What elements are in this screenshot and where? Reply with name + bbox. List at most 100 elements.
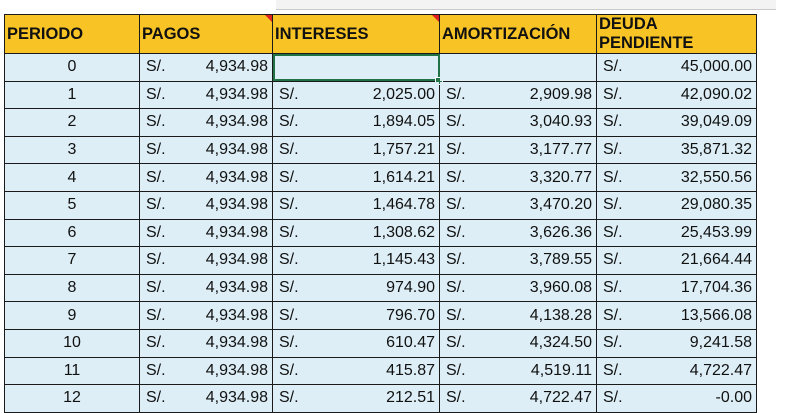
cell-amortizacion[interactable]: S/. 3,789.55: [439, 246, 597, 275]
currency-symbol: S/.: [279, 251, 299, 269]
cell-periodo[interactable]: 4: [4, 163, 140, 192]
cell-intereses[interactable]: S/. 610.47: [272, 328, 440, 358]
cell-intereses[interactable]: S/. 1,894.05: [272, 108, 440, 137]
currency-symbol: S/.: [146, 223, 166, 241]
cell-pagos[interactable]: S/. 4,934.98: [139, 328, 273, 358]
cell-intereses[interactable]: S/. 974.90: [272, 273, 440, 303]
cell-deuda[interactable]: S/. 17,704.36: [596, 273, 757, 303]
cell-pagos[interactable]: S/. 4,934.98: [139, 108, 273, 137]
cell-periodo[interactable]: 8: [4, 273, 140, 303]
amount-value: 42,090.02: [680, 85, 752, 103]
cell-amortizacion[interactable]: S/. 4,722.47: [439, 384, 597, 413]
cell-deuda[interactable]: S/. 35,871.32: [596, 135, 757, 165]
cell-periodo[interactable]: 11: [4, 356, 140, 386]
table-row: 0 S/. 4,934.98 S/. 45,000.00: [4, 53, 757, 85]
cell-amortizacion[interactable]: S/. 3,320.77: [439, 163, 597, 192]
amount-value: 4,934.98: [205, 58, 268, 76]
cell-pagos[interactable]: S/. 4,934.98: [139, 356, 273, 386]
amount-value: 796.70: [386, 306, 435, 324]
cell-amortizacion[interactable]: S/. 3,470.20: [439, 190, 597, 220]
cell-intereses[interactable]: S/. 1,614.21: [272, 163, 440, 192]
amount-value: 610.47: [386, 334, 435, 352]
cell-amortizacion[interactable]: S/. 4,519.11: [439, 356, 597, 386]
cell-deuda[interactable]: S/. -0.00: [596, 384, 757, 413]
selected-cell[interactable]: [272, 53, 443, 85]
table-row: 1 S/. 4,934.98 S/. 2,025.00 S/. 2,909.98 S/. 42,…: [4, 80, 757, 110]
cell-amortizacion[interactable]: S/. 3,040.93: [439, 108, 597, 137]
currency-symbol: S/.: [279, 196, 299, 214]
cell-pagos[interactable]: S/. 4,934.98: [139, 246, 273, 275]
header-deuda[interactable]: DEUDA PENDIENTE: [596, 14, 757, 54]
cell-pagos[interactable]: S/. 4,934.98: [139, 190, 273, 220]
cell-pagos[interactable]: S/. 4,934.98: [139, 273, 273, 303]
cell-periodo[interactable]: 5: [4, 190, 140, 220]
cell-intereses[interactable]: S/. 2,025.00: [272, 80, 440, 110]
cell-pagos[interactable]: S/. 4,934.98: [139, 80, 273, 110]
currency-symbol: S/.: [603, 361, 623, 379]
cell-pagos[interactable]: S/. 4,934.98: [139, 163, 273, 192]
currency-symbol: S/.: [446, 389, 466, 407]
cell-deuda[interactable]: S/. 42,090.02: [596, 80, 757, 110]
cell-deuda[interactable]: S/. 9,241.58: [596, 328, 757, 358]
cell-amortizacion[interactable]: S/. 4,138.28: [439, 301, 597, 330]
cell-pagos[interactable]: S/. 4,934.98: [139, 53, 273, 82]
currency-symbol: S/.: [279, 279, 299, 297]
amount-value: 29,080.35: [680, 196, 752, 214]
cell-deuda[interactable]: S/. 32,550.56: [596, 163, 757, 192]
cell-amortizacion[interactable]: [439, 53, 597, 82]
cell-intereses[interactable]: S/. 415.87: [272, 356, 440, 386]
cell-intereses[interactable]: S/. 1,145.43: [272, 246, 440, 275]
currency-symbol: S/.: [146, 361, 166, 379]
amount-value: 3,470.20: [529, 196, 592, 214]
header-intereses[interactable]: INTERESES: [272, 14, 440, 54]
cell-pagos[interactable]: S/. 4,934.98: [139, 218, 273, 248]
cell-deuda[interactable]: S/. 39,049.09: [596, 108, 757, 137]
cell-amortizacion[interactable]: S/. 2,909.98: [439, 80, 597, 110]
currency-symbol: S/.: [279, 85, 299, 103]
amount-value: 4,934.98: [205, 334, 268, 352]
cell-intereses[interactable]: S/. 1,308.62: [272, 218, 440, 248]
cell-periodo[interactable]: 12: [4, 384, 140, 413]
amount-value: 1,464.78: [372, 196, 435, 214]
cell-periodo[interactable]: 1: [4, 80, 140, 110]
cell-periodo[interactable]: 10: [4, 328, 140, 358]
cell-pagos[interactable]: S/. 4,934.98: [139, 135, 273, 165]
amount-value: 415.87: [386, 361, 435, 379]
currency-symbol: S/.: [279, 223, 299, 241]
currency-symbol: S/.: [146, 58, 166, 76]
cell-intereses[interactable]: S/. 796.70: [272, 301, 440, 330]
cell-amortizacion[interactable]: S/. 3,177.77: [439, 135, 597, 165]
cell-deuda[interactable]: S/. 29,080.35: [596, 190, 757, 220]
amount-value: 1,757.21: [372, 141, 435, 159]
cell-periodo[interactable]: 6: [4, 218, 140, 248]
comment-indicator-icon[interactable]: [432, 15, 439, 22]
cell-intereses[interactable]: S/. 1,464.78: [272, 190, 440, 220]
cell-deuda[interactable]: S/. 4,722.47: [596, 356, 757, 386]
amount-value: 3,177.77: [529, 141, 592, 159]
amount-value: 4,934.98: [205, 85, 268, 103]
cell-deuda[interactable]: S/. 21,664.44: [596, 246, 757, 275]
cell-periodo[interactable]: 9: [4, 301, 140, 330]
cell-periodo[interactable]: 2: [4, 108, 140, 137]
cell-pagos[interactable]: S/. 4,934.98: [139, 301, 273, 330]
cell-intereses[interactable]: S/. 1,757.21: [272, 135, 440, 165]
cell-deuda[interactable]: S/. 13,566.08: [596, 301, 757, 330]
currency-symbol: S/.: [446, 85, 466, 103]
cell-periodo[interactable]: 0: [4, 53, 140, 82]
header-amortizacion[interactable]: AMORTIZACIÓN: [439, 14, 597, 54]
cell-amortizacion[interactable]: S/. 3,960.08: [439, 273, 597, 303]
cell-deuda[interactable]: S/. 25,453.99: [596, 218, 757, 248]
header-pagos[interactable]: PAGOS: [139, 14, 273, 54]
cell-intereses[interactable]: S/. 212.51: [272, 384, 440, 413]
cell-amortizacion[interactable]: S/. 3,626.36: [439, 218, 597, 248]
amount-value: 4,722.47: [689, 361, 752, 379]
cell-periodo[interactable]: 3: [4, 135, 140, 165]
amount-value: 4,934.98: [205, 361, 268, 379]
cell-amortizacion[interactable]: S/. 4,324.50: [439, 328, 597, 358]
comment-indicator-icon[interactable]: [265, 15, 272, 22]
table-row: 6 S/. 4,934.98 S/. 1,308.62 S/. 3,626.36 S/. 25,…: [4, 218, 757, 248]
header-periodo[interactable]: PERIODO: [4, 14, 140, 54]
cell-periodo[interactable]: 7: [4, 246, 140, 275]
cell-deuda[interactable]: S/. 45,000.00: [596, 53, 757, 82]
cell-pagos[interactable]: S/. 4,934.98: [139, 384, 273, 413]
